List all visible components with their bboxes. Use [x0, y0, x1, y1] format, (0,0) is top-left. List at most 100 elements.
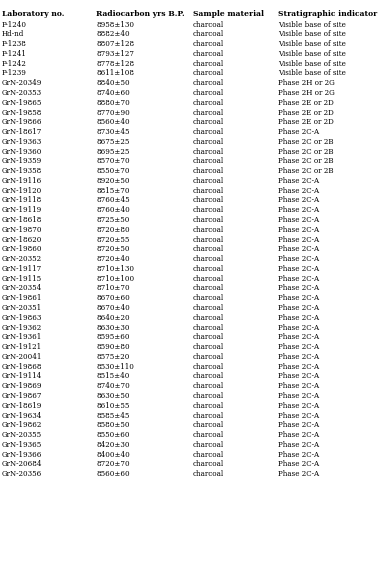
- Text: P-1238: P-1238: [2, 40, 27, 48]
- Text: Phase 2C-A: Phase 2C-A: [278, 412, 319, 420]
- Text: charcoal: charcoal: [193, 265, 224, 273]
- Text: charcoal: charcoal: [193, 216, 224, 224]
- Text: Phase 2C-A: Phase 2C-A: [278, 314, 319, 322]
- Text: Phase 2C-A: Phase 2C-A: [278, 187, 319, 195]
- Text: P-1242: P-1242: [2, 60, 27, 68]
- Text: GrN-19114: GrN-19114: [2, 372, 42, 380]
- Text: 8695±25: 8695±25: [96, 148, 130, 156]
- Text: GrN-19862: GrN-19862: [2, 421, 42, 429]
- Text: 8880±70: 8880±70: [96, 99, 130, 107]
- Text: Phase 2C-A: Phase 2C-A: [278, 206, 319, 214]
- Text: GrN-18619: GrN-18619: [2, 402, 42, 410]
- Text: Phase 2C-A: Phase 2C-A: [278, 353, 319, 361]
- Text: GrN-18620: GrN-18620: [2, 235, 42, 243]
- Text: charcoal: charcoal: [193, 30, 224, 38]
- Text: Visible base of site: Visible base of site: [278, 50, 346, 58]
- Text: GrN-20356: GrN-20356: [2, 470, 42, 478]
- Text: Phase 2C-A: Phase 2C-A: [278, 275, 319, 283]
- Text: 8630±50: 8630±50: [96, 392, 130, 400]
- Text: charcoal: charcoal: [193, 441, 224, 449]
- Text: Phase 2C-A: Phase 2C-A: [278, 402, 319, 410]
- Text: charcoal: charcoal: [193, 50, 224, 58]
- Text: Phase 2H or 2G: Phase 2H or 2G: [278, 89, 335, 97]
- Text: charcoal: charcoal: [193, 226, 224, 234]
- Text: GrN-19119: GrN-19119: [2, 206, 42, 214]
- Text: charcoal: charcoal: [193, 333, 224, 341]
- Text: Sample material: Sample material: [193, 10, 264, 18]
- Text: 8725±50: 8725±50: [96, 216, 130, 224]
- Text: 8610±55: 8610±55: [96, 402, 130, 410]
- Text: Phase 2C-A: Phase 2C-A: [278, 392, 319, 400]
- Text: 8560±40: 8560±40: [96, 119, 130, 127]
- Text: GrN-19860: GrN-19860: [2, 245, 42, 253]
- Text: 8710±100: 8710±100: [96, 275, 135, 283]
- Text: Phase 2C-A: Phase 2C-A: [278, 255, 319, 263]
- Text: charcoal: charcoal: [193, 382, 224, 390]
- Text: GrN-19366: GrN-19366: [2, 451, 42, 459]
- Text: Radiocarbon yrs B.P.: Radiocarbon yrs B.P.: [96, 10, 185, 18]
- Text: charcoal: charcoal: [193, 402, 224, 410]
- Text: GrN-19868: GrN-19868: [2, 363, 42, 370]
- Text: charcoal: charcoal: [193, 167, 224, 175]
- Text: GrN-19120: GrN-19120: [2, 187, 42, 195]
- Text: 8575±20: 8575±20: [96, 353, 130, 361]
- Text: Phase 2C or 2B: Phase 2C or 2B: [278, 157, 333, 165]
- Text: Phase 2C-A: Phase 2C-A: [278, 343, 319, 351]
- Text: Phase 2C-A: Phase 2C-A: [278, 226, 319, 234]
- Text: charcoal: charcoal: [193, 148, 224, 156]
- Text: charcoal: charcoal: [193, 177, 224, 185]
- Text: Phase 2C-A: Phase 2C-A: [278, 197, 319, 205]
- Text: 8760±45: 8760±45: [96, 197, 130, 205]
- Text: GrN-18618: GrN-18618: [2, 216, 42, 224]
- Text: charcoal: charcoal: [193, 40, 224, 48]
- Text: Stratigraphic indicator: Stratigraphic indicator: [278, 10, 377, 18]
- Text: charcoal: charcoal: [193, 461, 224, 469]
- Text: Phase 2E or 2D: Phase 2E or 2D: [278, 108, 333, 116]
- Text: charcoal: charcoal: [193, 79, 224, 87]
- Text: Phase 2C-A: Phase 2C-A: [278, 333, 319, 341]
- Text: 8515±40: 8515±40: [96, 372, 130, 380]
- Text: 8710±70: 8710±70: [96, 284, 130, 292]
- Text: GrN-19121: GrN-19121: [2, 343, 42, 351]
- Text: 8720±40: 8720±40: [96, 255, 130, 263]
- Text: GrN-19363: GrN-19363: [2, 138, 42, 146]
- Text: GrN-19116: GrN-19116: [2, 177, 42, 185]
- Text: Hd-nd: Hd-nd: [2, 30, 24, 38]
- Text: 8670±40: 8670±40: [96, 304, 130, 312]
- Text: GrN-20354: GrN-20354: [2, 284, 42, 292]
- Text: charcoal: charcoal: [193, 157, 224, 165]
- Text: 8611±108: 8611±108: [96, 70, 135, 78]
- Text: GrN-19115: GrN-19115: [2, 275, 42, 283]
- Text: charcoal: charcoal: [193, 363, 224, 370]
- Text: 8720±70: 8720±70: [96, 461, 130, 469]
- Text: 8740±60: 8740±60: [96, 89, 130, 97]
- Text: charcoal: charcoal: [193, 187, 224, 195]
- Text: charcoal: charcoal: [193, 235, 224, 243]
- Text: GrN-19870: GrN-19870: [2, 226, 42, 234]
- Text: 8793±127: 8793±127: [96, 50, 135, 58]
- Text: GrN-19361: GrN-19361: [2, 333, 42, 341]
- Text: Phase 2H or 2G: Phase 2H or 2G: [278, 79, 335, 87]
- Text: charcoal: charcoal: [193, 392, 224, 400]
- Text: Phase 2C or 2B: Phase 2C or 2B: [278, 138, 333, 146]
- Text: Phase 2C-A: Phase 2C-A: [278, 451, 319, 459]
- Text: charcoal: charcoal: [193, 206, 224, 214]
- Text: GrN-19634: GrN-19634: [2, 412, 42, 420]
- Text: charcoal: charcoal: [193, 197, 224, 205]
- Text: Phase 2C-A: Phase 2C-A: [278, 245, 319, 253]
- Text: charcoal: charcoal: [193, 119, 224, 127]
- Text: 8530±110: 8530±110: [96, 363, 134, 370]
- Text: 8630±30: 8630±30: [96, 324, 130, 332]
- Text: 8760±40: 8760±40: [96, 206, 130, 214]
- Text: charcoal: charcoal: [193, 314, 224, 322]
- Text: 8400±40: 8400±40: [96, 451, 130, 459]
- Text: charcoal: charcoal: [193, 108, 224, 116]
- Text: Phase 2C-A: Phase 2C-A: [278, 421, 319, 429]
- Text: GrN-20355: GrN-20355: [2, 431, 42, 439]
- Text: charcoal: charcoal: [193, 21, 224, 29]
- Text: 8595±60: 8595±60: [96, 333, 130, 341]
- Text: charcoal: charcoal: [193, 353, 224, 361]
- Text: 8740±70: 8740±70: [96, 382, 130, 390]
- Text: charcoal: charcoal: [193, 412, 224, 420]
- Text: 8720±80: 8720±80: [96, 226, 130, 234]
